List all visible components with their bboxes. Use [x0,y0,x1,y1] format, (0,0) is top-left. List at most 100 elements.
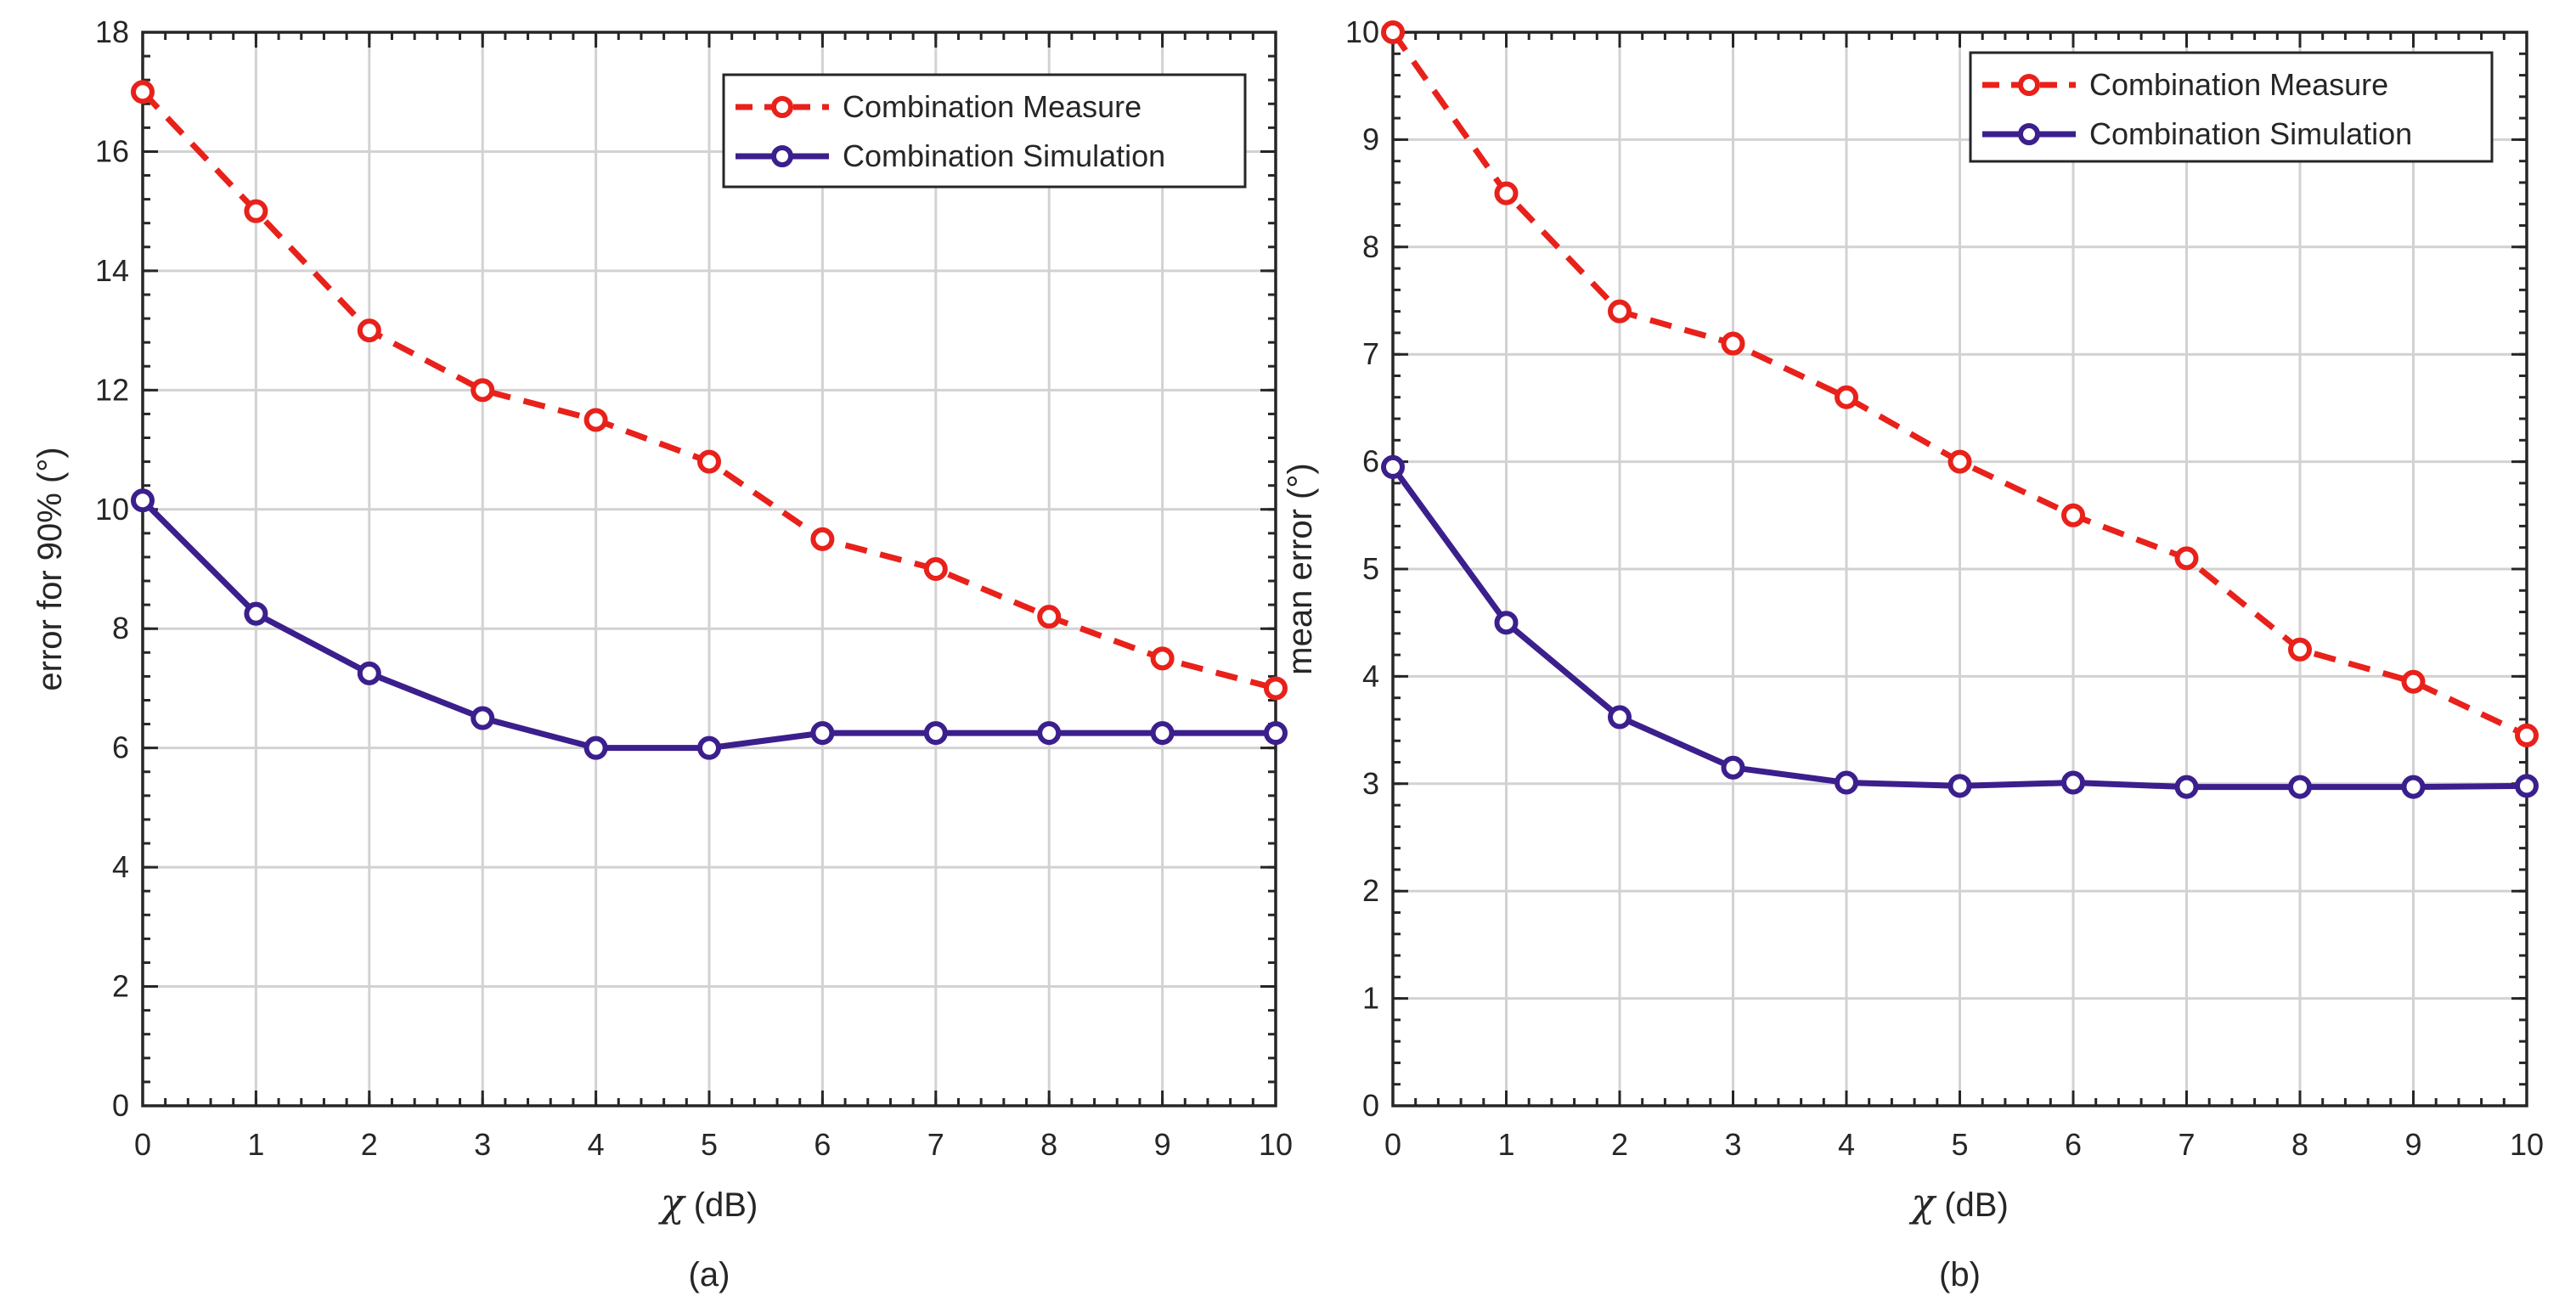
data-point [2515,774,2539,798]
data-point [1835,770,1858,795]
data-point [1264,721,1288,746]
data-point [1494,611,1519,635]
x-tick-label: 6 [2065,1127,2082,1162]
data-point [131,80,155,104]
x-axis-label-symbol: χ [1908,1180,1937,1226]
x-tick-label: 6 [814,1127,831,1162]
x-tick-label: 5 [1951,1127,1968,1162]
x-tick-label: 7 [2178,1127,2195,1162]
data-point [1150,646,1175,671]
data-point [1608,299,1632,324]
legend-marker-2 [771,145,793,167]
x-tick-label: 3 [474,1127,491,1162]
data-point [244,199,268,223]
panel-caption: (b) [1939,1256,1981,1293]
data-point [2061,770,2085,795]
data-point [2174,775,2199,799]
axes-box [141,31,1277,1107]
data-point [1721,331,1745,356]
data-point [244,601,268,626]
y-tick-label: 6 [1362,444,1379,479]
data-point [697,735,721,760]
data-point [1948,449,1972,474]
data-point [1264,676,1288,701]
y-tick-label: 8 [1362,229,1379,264]
legend-label-1: Combination Measure [843,89,1141,124]
x-axis-label-unit: (dB) [1935,1186,2009,1224]
data-point [2515,723,2539,747]
y-tick-label: 8 [112,611,129,645]
y-tick-label: 18 [95,14,129,49]
y-tick-label: 0 [112,1088,129,1123]
x-tick-label: 1 [247,1127,264,1162]
y-tick-label: 7 [1362,336,1379,371]
legend: Combination Measure Combination Simulatio… [722,73,1247,189]
data-point [697,449,721,474]
data-point [1948,774,1972,798]
y-tick-label: 1 [1362,981,1379,1016]
y-tick-label: 4 [1362,658,1379,693]
x-tick-label: 8 [2291,1127,2308,1162]
legend-marker-2 [2018,123,2040,145]
x-tick-label: 1 [1497,1127,1514,1162]
legend-marker-1 [2018,74,2040,96]
x-tick-label: 2 [361,1127,378,1162]
x-axis-label: χ (dB) [1908,1180,2009,1226]
data-point [1721,755,1745,780]
data-point [810,527,835,551]
x-tick-label: 3 [1724,1127,1741,1162]
x-axis-label-symbol: χ [658,1180,687,1226]
panel-caption: (a) [689,1256,730,1293]
x-tick-label: 8 [1040,1127,1057,1162]
data-point [583,735,608,760]
y-tick-label: 3 [1362,766,1379,801]
x-tick-label: 10 [2510,1127,2544,1162]
chart-panel-2: 0 1 2 3 4 5 6 7 8 9 10 0 1 2 3 4 5 6 7 8 9 10 χ (dB) mean error… [1282,14,2544,1293]
data-point [357,661,381,685]
y-tick-label: 10 [95,492,129,527]
data-point [471,378,495,403]
data-point [1381,454,1405,479]
data-point [923,721,948,746]
y-axis-label: mean error (°) [1282,463,1319,674]
data-point [1608,705,1632,730]
legend-box [1969,51,2494,163]
data-point [583,408,608,432]
data-point [131,488,155,513]
y-tick-label: 2 [1362,873,1379,908]
y-tick-label: 5 [1362,551,1379,586]
data-point [1150,721,1175,746]
legend-box [722,73,1247,189]
y-tick-label: 6 [112,730,129,765]
legend-label-2: Combination Simulation [843,138,1165,173]
legend-label-2: Combination Simulation [2089,116,2412,151]
x-tick-label: 4 [588,1127,605,1162]
legend-marker-1 [771,96,793,118]
data-point [2061,503,2085,527]
data-point [1037,721,1062,746]
y-tick-label: 4 [112,849,129,884]
data-point [1494,181,1519,206]
data-point [2401,669,2426,694]
data-point [471,706,495,730]
data-point [1037,605,1062,629]
data-point [1835,385,1858,409]
legend-label-1: Combination Measure [2089,67,2388,102]
y-tick-label: 12 [95,372,129,407]
x-tick-label: 10 [1259,1127,1293,1162]
y-tick-label: 0 [1362,1088,1379,1123]
data-point [923,557,948,581]
data-point [2401,775,2426,799]
data-point [357,318,381,343]
x-tick-label: 7 [927,1127,944,1162]
y-tick-label: 14 [95,253,129,288]
axes-box [1391,31,2528,1107]
x-tick-label: 9 [1154,1127,1171,1162]
y-tick-label: 2 [112,969,129,1004]
y-axis-label: error for 90% (°) [31,447,69,690]
x-tick-label: 0 [1384,1127,1401,1162]
x-axis-label-unit: (dB) [685,1186,758,1224]
data-point [2288,775,2312,799]
x-tick-label: 5 [701,1127,718,1162]
